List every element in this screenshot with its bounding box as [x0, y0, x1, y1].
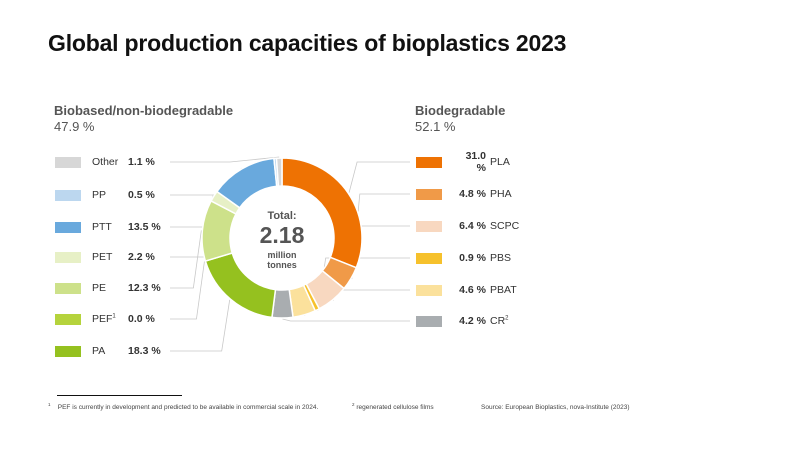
- legend-item-pet: PET 2.2 %: [55, 250, 155, 264]
- left-group-percent: 47.9 %: [54, 119, 95, 134]
- leader-line-cr: [282, 318, 410, 322]
- legend-swatch: [416, 156, 442, 168]
- legend-item-pe: PE 12.3 %: [55, 281, 161, 295]
- chart-title: Global production capacities of bioplast…: [48, 30, 567, 56]
- donut-slice-other: [275, 157, 283, 187]
- right-group-label: Biodegradable: [415, 103, 506, 118]
- legend-name: PE: [92, 282, 107, 294]
- legend-value: 4.6 %: [459, 284, 486, 296]
- legend-item-cr: 4.2 % CR2: [416, 314, 509, 328]
- legend-item-scpc: 6.4 % SCPC: [416, 219, 519, 233]
- donut-slices: [201, 157, 363, 319]
- legend-name: PHA: [490, 188, 512, 200]
- legend-swatch: [55, 345, 81, 357]
- legend-item-pbs: 0.9 % PBS: [416, 251, 511, 265]
- legend-swatch: [55, 251, 81, 263]
- left-group-heading: Biobased/non-biodegradable 47.9 %: [54, 103, 233, 135]
- left-group-label: Biobased/non-biodegradable: [54, 103, 234, 118]
- legend-name: PP: [92, 189, 107, 201]
- legend-swatch: [55, 189, 81, 201]
- legend-value: 6.4 %: [459, 220, 486, 232]
- legend-name: PBS: [490, 252, 512, 264]
- leader-line-pla: [348, 161, 410, 193]
- leader-line-pe: [170, 230, 202, 289]
- center-total-unit: tonnes: [267, 260, 297, 270]
- center-total-label: Total:: [267, 210, 296, 222]
- leader-line-pa: [170, 299, 231, 352]
- center-total-value: 2.18: [260, 222, 305, 248]
- legend-name: PLA: [490, 156, 510, 168]
- legend-item-pbat: 4.6 % PBAT: [416, 283, 517, 297]
- legend-value: 4.8 %: [459, 188, 486, 200]
- footnote-marker: 2: [505, 315, 509, 322]
- legend-swatch: [416, 220, 442, 232]
- legend-item-pef: PEF1 0.0 %: [55, 312, 155, 326]
- footnote-1: 1 PEF is currently in development and pr…: [48, 401, 319, 411]
- legend-name: PET: [92, 251, 113, 263]
- legend-swatch: [55, 313, 81, 325]
- legend-name-text: PEF: [92, 313, 113, 325]
- source-note: Source: European Bioplastics, nova-Insti…: [481, 404, 630, 411]
- legend-name-text: CR: [490, 315, 506, 327]
- legend-value: 0.9 %: [459, 252, 486, 264]
- footnote-marker: 1: [48, 401, 51, 407]
- legend-value: 13.5 %: [128, 221, 161, 233]
- legend-item-ptt: PTT 13.5 %: [55, 220, 161, 234]
- legend-name: PTT: [92, 221, 112, 233]
- legend-swatch: [416, 284, 442, 296]
- legend-swatch: [416, 188, 442, 200]
- legend-item-pp: PP 0.5 %: [55, 188, 155, 202]
- legend-swatch: [55, 282, 81, 294]
- right-group-percent: 52.1 %: [415, 119, 456, 134]
- legend-name: SCPC: [490, 220, 520, 232]
- legend-swatch: [55, 221, 81, 233]
- legend-value: 0.5 %: [128, 189, 155, 201]
- legend-name: PA: [92, 345, 106, 357]
- right-group-heading: Biodegradable 52.1 %: [415, 103, 505, 135]
- legend-value: 0.0 %: [128, 313, 155, 325]
- legend-value: 1.1 %: [128, 156, 155, 168]
- footnote-divider: [57, 395, 182, 396]
- leader-line-other: [170, 156, 280, 163]
- legend-name: CR2: [490, 315, 509, 327]
- legend-value: 2.2 %: [128, 251, 155, 263]
- footnote-marker: 1: [112, 313, 116, 320]
- legend-name: PEF1: [92, 313, 128, 325]
- footnote-2-text: regenerated cellulose films: [356, 404, 434, 411]
- leader-line-pef: [170, 261, 205, 320]
- legend-swatch: [55, 156, 81, 168]
- legend-item-pha: 4.8 % PHA: [416, 187, 512, 201]
- footnote-2: 2 regenerated cellulose films: [352, 401, 434, 411]
- donut-slice-pa: [204, 252, 277, 319]
- footnote-marker: 2: [352, 401, 355, 407]
- legend-value: 12.3 %: [128, 282, 161, 294]
- legend-swatch: [416, 315, 442, 327]
- legend-name: Other: [92, 156, 119, 168]
- legend-item-pa: PA 18.3 %: [55, 344, 161, 358]
- center-total-unit: million: [268, 250, 297, 260]
- donut-center-label: Total: 2.18 million tonnes: [260, 210, 305, 270]
- legend-value: 31.0 %: [465, 150, 486, 174]
- legend-swatch: [416, 252, 442, 264]
- legend-item-other: Other 1.1 %: [55, 155, 155, 169]
- footnote-1-text: PEF is currently in development and pred…: [57, 404, 319, 411]
- legend-item-pla: 31.0 % PLA: [416, 150, 510, 174]
- legend-name: PBAT: [490, 284, 517, 296]
- legend-value: 18.3 %: [128, 345, 161, 357]
- legend-value: 4.2 %: [459, 315, 486, 327]
